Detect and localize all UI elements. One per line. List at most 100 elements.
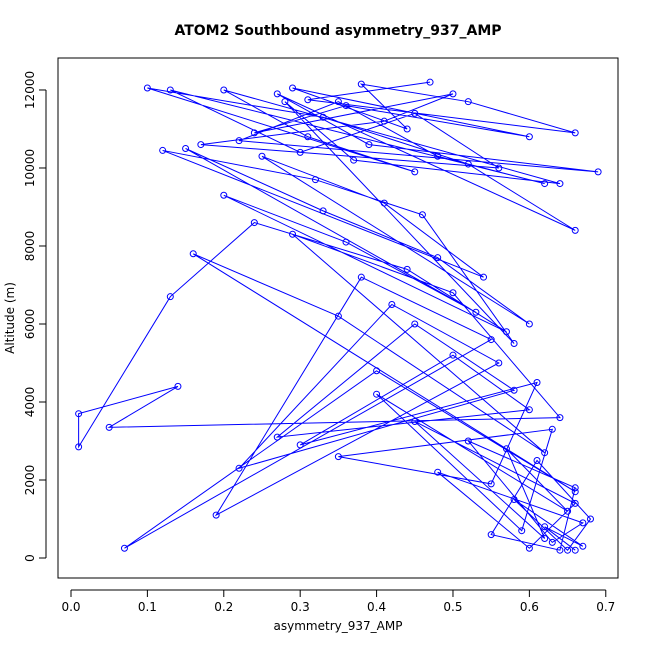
data-point [487,531,495,539]
data-point [342,238,350,246]
data-point [556,414,564,422]
data-point [418,211,426,219]
data-point [480,273,488,281]
data-point [220,191,228,199]
data-point [571,499,579,507]
data-point [510,495,518,503]
data-point [357,80,365,88]
data-point [342,102,350,110]
data-point [541,449,549,457]
data-point [105,423,113,431]
data-point [304,96,312,104]
data-point [548,425,556,433]
data-point [159,146,167,154]
data-point [449,351,457,359]
data-point [518,527,526,535]
x-tick-label: 0.0 [61,600,80,614]
data-point [525,544,533,552]
data-point [304,133,312,141]
data-point [434,254,442,262]
data-point [449,90,457,98]
data-point [334,453,342,461]
data-point [525,406,533,414]
data-point [495,164,503,172]
data-point [434,468,442,476]
data-point [403,125,411,133]
data-point [533,456,541,464]
data-point [586,515,594,523]
data-point [380,117,388,125]
data-point [510,386,518,394]
data-point [373,367,381,375]
data-point [487,336,495,344]
y-axis-label: Altitude (m) [3,282,17,354]
x-tick-label: 0.4 [367,600,386,614]
data-point [564,507,572,515]
data-point [579,519,587,527]
data-point [525,133,533,141]
data-point [571,488,579,496]
data-point [258,152,266,160]
data-point [579,542,587,550]
data-line [78,81,599,551]
data-point [182,144,190,152]
data-point [464,437,472,445]
data-point [533,378,541,386]
data-point [403,265,411,273]
x-tick-label: 0.5 [443,600,462,614]
x-axis-label: asymmetry_937_AMP [274,619,403,633]
data-point [495,359,503,367]
data-point [143,84,151,92]
data-point [334,312,342,320]
data-point [571,129,579,137]
y-tick-label: 2000 [23,465,37,496]
data-point [197,141,205,149]
data-point [189,250,197,258]
data-point [334,98,342,106]
data-point [472,308,480,316]
data-point [273,433,281,441]
data-point [289,230,297,238]
data-point [541,523,549,531]
data-point [281,98,289,106]
data-point [464,98,472,106]
data-point [75,443,83,451]
data-point [411,168,419,176]
data-point [510,339,518,347]
data-point [120,544,128,552]
data-point [319,207,327,215]
data-point [571,226,579,234]
data-point [388,300,396,308]
data-point [350,156,358,164]
y-tick-label: 0 [23,554,37,562]
data-point [273,90,281,98]
data-point [220,86,228,94]
data-point [548,538,556,546]
x-tick-label: 0.3 [291,600,310,614]
data-point [434,152,442,160]
data-point [319,113,327,121]
chart-title: ATOM2 Southbound asymmetry_937_AMP [174,23,501,39]
data-point [411,109,419,117]
x-tick-label: 0.1 [138,600,157,614]
data-point [564,546,572,554]
data-point [594,168,602,176]
y-tick-label: 10000 [23,149,37,187]
y-tick-label: 6000 [23,309,37,340]
data-point [166,86,174,94]
data-point [296,441,304,449]
data-point [571,484,579,492]
data-point [311,176,319,184]
data-point [502,445,510,453]
data-point [464,160,472,168]
data-point [541,534,549,542]
data-point [296,148,304,156]
data-point [289,84,297,92]
data-point [75,410,83,418]
data-point [556,180,564,188]
data-point [380,199,388,207]
data-point [571,546,579,554]
data-point [541,180,549,188]
data-point [449,289,457,297]
